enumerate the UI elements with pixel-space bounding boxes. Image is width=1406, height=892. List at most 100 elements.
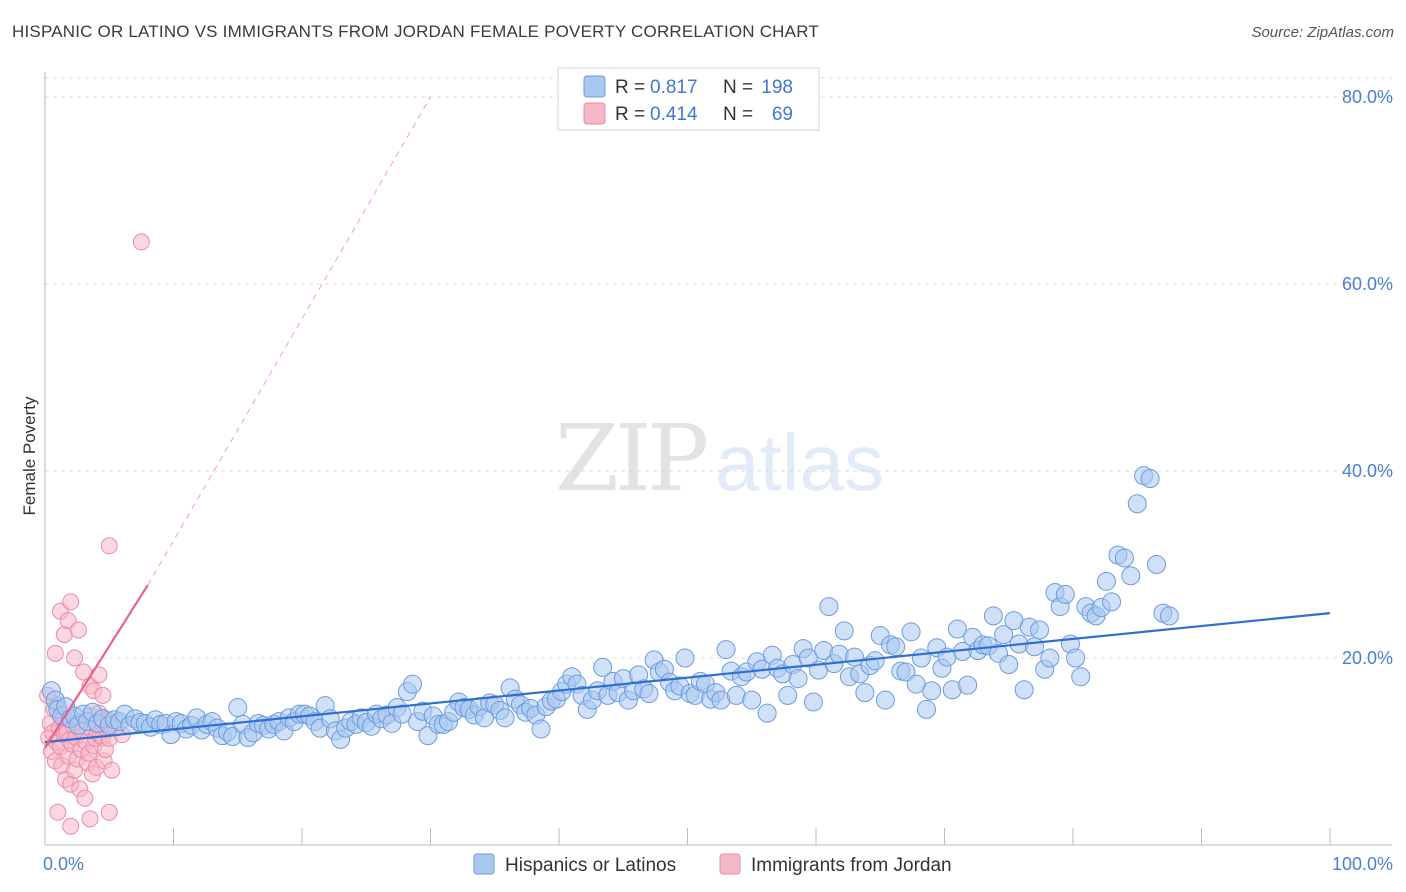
legend-swatch-pink (583, 102, 606, 125)
point-hispanic (1071, 667, 1091, 687)
source-label: Source: ZipAtlas.com (1251, 24, 1394, 41)
x-tick-label-min: 0.0% (43, 854, 84, 874)
y-tick-label: 80.0% (1342, 87, 1393, 107)
point-hispanic (922, 681, 942, 701)
point-hispanic (1066, 648, 1086, 668)
point-jordan (49, 803, 67, 821)
y-tick-label: 60.0% (1342, 274, 1393, 294)
legend-r-label-1: R = (615, 77, 645, 98)
point-hispanic (1055, 584, 1075, 604)
point-hispanic (1127, 494, 1147, 514)
y-tick-labels: 20.0% 40.0% 60.0% 80.0% (1342, 87, 1393, 668)
point-hispanic (639, 684, 659, 704)
point-hispanic (886, 637, 906, 657)
legend-n-value-2: 69 (772, 104, 793, 125)
point-hispanic (1040, 648, 1060, 668)
grid-lines (45, 77, 1392, 659)
point-hispanic (1024, 637, 1044, 657)
point-hispanic (819, 597, 839, 617)
point-hispanic (593, 657, 613, 677)
point-hispanic (896, 662, 916, 682)
point-hispanic (983, 606, 1003, 626)
point-hispanic (495, 708, 515, 728)
legend-n-value-1: 198 (761, 77, 793, 98)
legend-bottom-label-hispanic: Hispanics or Latinos (505, 855, 676, 876)
watermark: ZIP atlas (555, 405, 884, 512)
point-hispanic (675, 648, 695, 668)
point-jordan (62, 593, 80, 611)
point-hispanic (798, 648, 818, 668)
legend-bottom-swatch-blue (473, 853, 495, 875)
series-hispanic-points (41, 466, 1179, 749)
point-hispanic (875, 690, 895, 710)
point-hispanic (531, 719, 551, 739)
legend-bottom: Hispanics or Latinos Immigrants from Jor… (473, 853, 952, 876)
point-hispanic (757, 703, 777, 723)
point-hispanic (1014, 680, 1034, 700)
point-jordan (94, 686, 112, 704)
trend-line-hispanic (44, 612, 1331, 744)
watermark-zip: ZIP (555, 405, 706, 512)
point-hispanic (855, 683, 875, 703)
point-hispanic (403, 674, 423, 694)
trend-line-jordan-extension (147, 96, 431, 586)
point-jordan (100, 803, 118, 821)
point-jordan (55, 626, 73, 644)
axes (44, 72, 1392, 846)
point-jordan (62, 817, 80, 835)
point-hispanic (901, 622, 921, 642)
point-hispanic (1096, 571, 1116, 591)
point-hispanic (716, 640, 736, 660)
point-hispanic (1114, 548, 1134, 568)
point-hispanic (1121, 566, 1141, 586)
point-hispanic (1102, 592, 1122, 612)
chart-title: HISPANIC OR LATINO VS IMMIGRANTS FROM JO… (12, 22, 819, 41)
point-hispanic (947, 619, 967, 639)
point-hispanic (1147, 555, 1167, 574)
legend-r-label-2: R = (615, 104, 645, 125)
x-tick-marks (44, 828, 1331, 845)
point-hispanic (778, 685, 798, 705)
point-jordan (46, 644, 64, 662)
y-axis-label: Female Poverty (20, 396, 39, 516)
point-hispanic (788, 669, 808, 689)
trend-line-jordan (44, 584, 149, 749)
point-jordan (132, 233, 150, 251)
point-hispanic (994, 625, 1014, 645)
point-hispanic (1030, 620, 1050, 640)
legend-top: R = 0.817 N = 198 R = 0.414 N = 69 (557, 67, 820, 131)
legend-r-value-1: 0.817 (650, 77, 698, 98)
point-hispanic (1159, 606, 1179, 626)
point-jordan (103, 761, 121, 779)
point-hispanic (392, 704, 412, 724)
series-jordan-points (39, 233, 150, 835)
point-hispanic (228, 698, 248, 718)
point-hispanic (999, 655, 1019, 675)
point-hispanic (911, 648, 931, 668)
legend-n-label-1: N = (723, 77, 753, 98)
watermark-atlas: atlas (715, 418, 884, 507)
point-jordan (76, 789, 94, 807)
legend-bottom-swatch-pink (719, 853, 741, 875)
legend-n-label-2: N = (723, 104, 753, 125)
point-hispanic (803, 692, 823, 712)
point-hispanic (829, 644, 849, 664)
legend-bottom-label-jordan: Immigrants from Jordan (751, 855, 952, 876)
x-tick-label-max: 100.0% (1332, 854, 1393, 874)
point-hispanic (917, 699, 937, 719)
legend-r-value-2: 0.414 (650, 104, 698, 125)
trend-lines (44, 96, 1331, 749)
point-hispanic (958, 675, 978, 695)
legend-swatch-blue (583, 75, 606, 98)
y-tick-label: 40.0% (1342, 461, 1393, 481)
y-tick-label: 20.0% (1342, 648, 1393, 668)
point-hispanic (834, 621, 854, 641)
point-jordan (100, 537, 118, 555)
point-hispanic (865, 651, 885, 671)
point-jordan (81, 810, 99, 828)
point-jordan (66, 649, 84, 667)
point-hispanic (742, 690, 762, 710)
point-jordan (69, 621, 87, 639)
point-hispanic (1140, 468, 1160, 488)
